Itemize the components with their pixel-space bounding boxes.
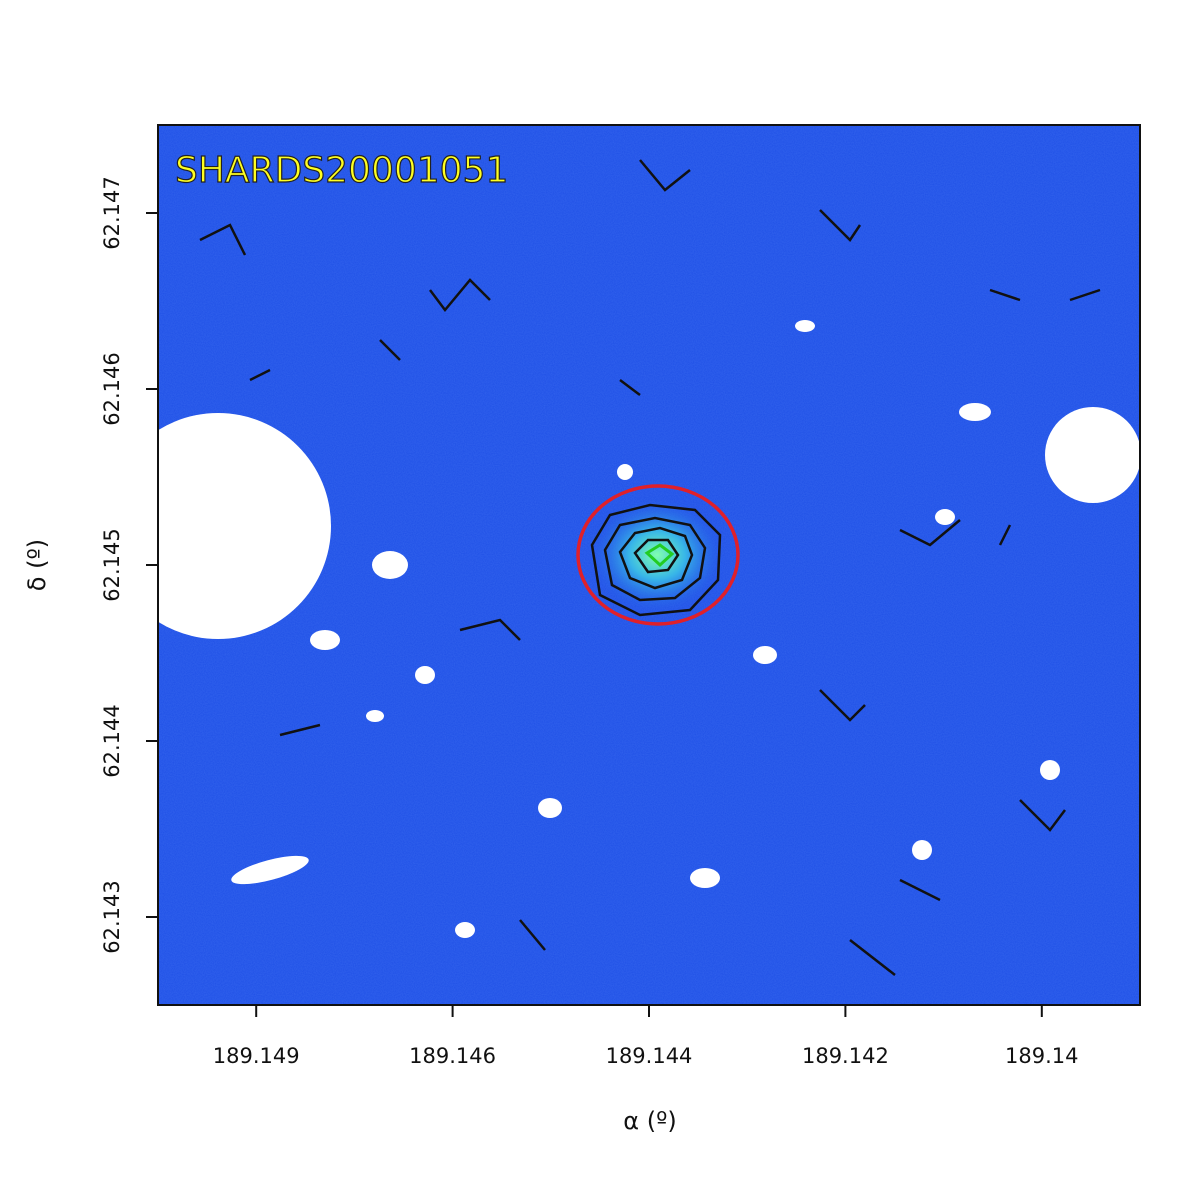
x-tick-label: 189.14 <box>1005 1044 1078 1068</box>
image <box>158 125 1140 1005</box>
x-tick-label: 189.144 <box>606 1044 693 1068</box>
x-axis-label: α (º) <box>623 1107 676 1135</box>
image-title: SHARDS20001051 <box>175 150 508 191</box>
x-tick-label: 189.149 <box>213 1044 300 1068</box>
y-tick-label: 62.147 <box>100 176 124 249</box>
y-tick-label: 62.146 <box>100 352 124 425</box>
x-tick-label: 189.146 <box>409 1044 496 1068</box>
y-axis-label: δ (º) <box>23 539 51 591</box>
x-tick-label: 189.142 <box>802 1044 889 1068</box>
y-tick-label: 62.143 <box>100 880 124 953</box>
y-tick-label: 62.144 <box>100 704 124 777</box>
y-tick-label: 62.145 <box>100 528 124 601</box>
